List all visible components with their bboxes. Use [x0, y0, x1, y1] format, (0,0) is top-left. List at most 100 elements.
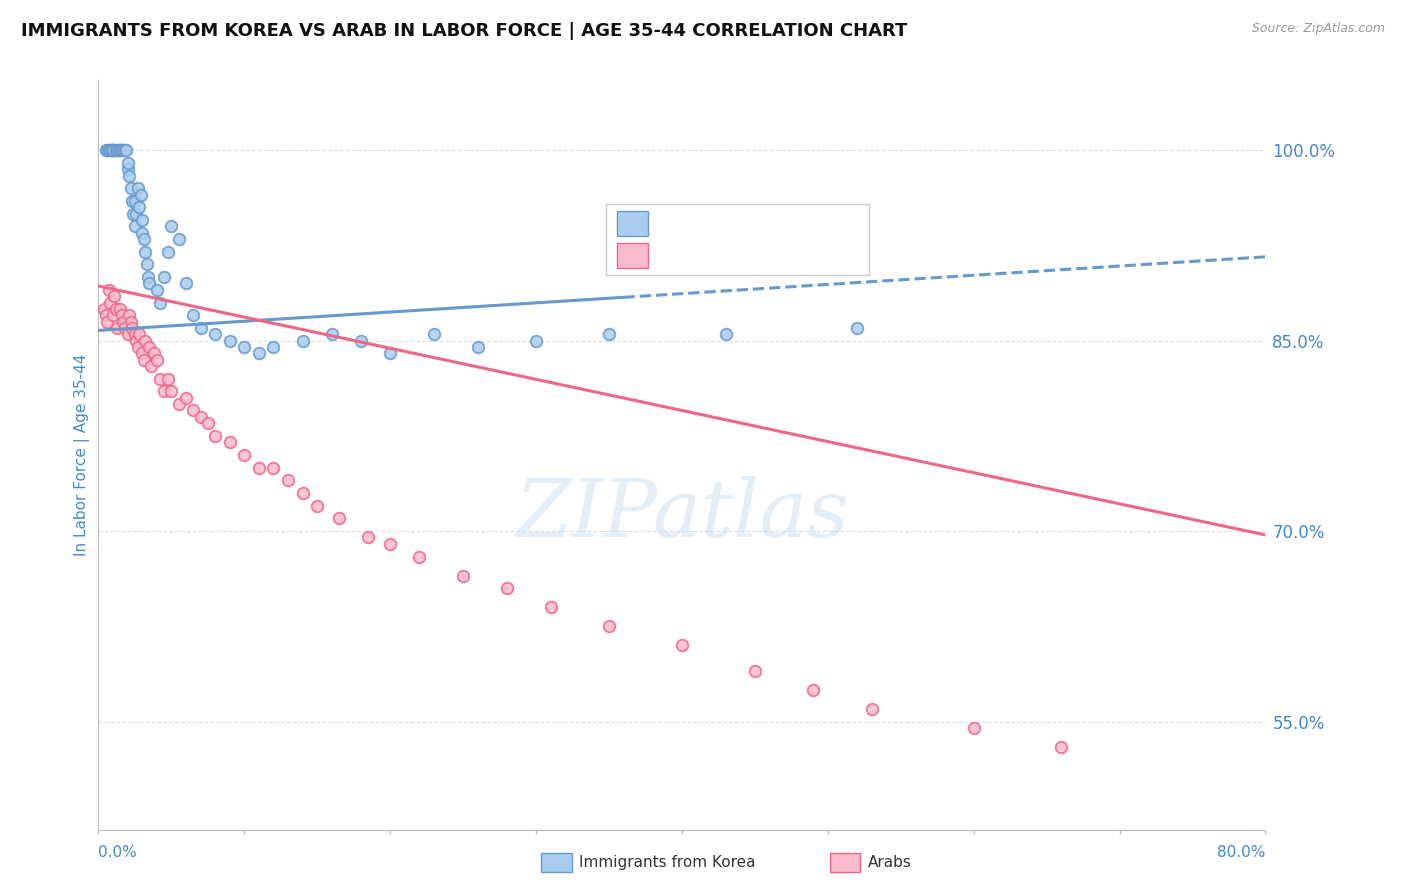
Point: [218, 334, 240, 348]
Point: [124, 219, 146, 234]
Point: [146, 283, 169, 297]
Point: [101, 143, 124, 157]
Point: [131, 226, 153, 240]
Point: [357, 531, 380, 545]
Point: [101, 143, 124, 157]
Text: 0.198: 0.198: [711, 217, 759, 231]
Point: [131, 213, 153, 227]
Text: R =: R =: [661, 248, 689, 262]
Point: [262, 460, 284, 475]
Point: [496, 581, 519, 595]
Point: [135, 257, 157, 271]
Text: Source: ZipAtlas.com: Source: ZipAtlas.com: [1251, 22, 1385, 36]
Point: [124, 327, 146, 342]
Point: [350, 334, 373, 348]
Point: [247, 346, 270, 360]
Point: [540, 600, 562, 615]
Point: [103, 289, 125, 303]
Point: [744, 664, 766, 678]
Text: Arabs: Arabs: [868, 855, 911, 870]
Text: 0.0%: 0.0%: [98, 845, 138, 860]
Point: [136, 270, 159, 285]
Point: [114, 143, 136, 157]
Point: [846, 321, 869, 335]
Text: N =: N =: [769, 217, 797, 231]
Point: [105, 321, 128, 335]
Point: [125, 206, 148, 220]
Point: [94, 143, 117, 157]
Point: [142, 346, 165, 360]
Point: [277, 473, 299, 487]
Point: [97, 283, 120, 297]
Text: 60: 60: [815, 217, 838, 231]
Point: [127, 181, 149, 195]
Text: Immigrants from Korea: Immigrants from Korea: [579, 855, 756, 870]
Point: [714, 327, 737, 342]
Point: [153, 270, 176, 285]
Point: [120, 315, 142, 329]
Point: [110, 301, 132, 316]
Y-axis label: In Labor Force | Age 35-44: In Labor Force | Age 35-44: [75, 354, 90, 556]
Point: [111, 143, 134, 157]
Point: [149, 372, 172, 386]
Point: [121, 194, 143, 208]
Point: [408, 549, 430, 564]
Point: [124, 194, 146, 208]
Text: -0.259: -0.259: [711, 248, 766, 262]
Point: [112, 143, 135, 157]
Text: IMMIGRANTS FROM KOREA VS ARAB IN LABOR FORCE | AGE 35-44 CORRELATION CHART: IMMIGRANTS FROM KOREA VS ARAB IN LABOR F…: [21, 22, 907, 40]
Point: [801, 682, 824, 697]
Text: N =: N =: [769, 248, 797, 262]
Point: [105, 143, 128, 157]
Point: [233, 448, 256, 462]
Point: [160, 219, 183, 234]
Point: [149, 295, 172, 310]
Point: [153, 384, 176, 399]
Point: [120, 181, 142, 195]
Point: [328, 511, 350, 525]
Text: 59: 59: [815, 248, 838, 262]
Point: [860, 702, 883, 716]
Point: [125, 334, 148, 348]
Point: [115, 143, 138, 157]
Point: [671, 639, 693, 653]
Point: [146, 352, 169, 367]
Point: [190, 409, 212, 424]
Point: [262, 340, 284, 354]
Point: [204, 429, 226, 443]
Point: [1050, 739, 1073, 754]
Point: [380, 537, 402, 551]
Point: [118, 308, 141, 322]
Point: [96, 315, 118, 329]
Point: [132, 232, 155, 246]
Point: [117, 327, 139, 342]
Point: [167, 397, 190, 411]
Point: [96, 143, 118, 157]
Point: [108, 143, 131, 157]
Point: [93, 301, 115, 316]
Point: [423, 327, 446, 342]
Text: 80.0%: 80.0%: [1218, 845, 1265, 860]
Point: [118, 169, 141, 183]
Point: [218, 435, 240, 450]
Point: [451, 568, 474, 582]
Point: [121, 321, 143, 335]
Point: [157, 244, 180, 259]
Point: [962, 721, 984, 735]
Point: [204, 327, 226, 342]
Point: [101, 143, 124, 157]
Point: [467, 340, 489, 354]
Point: [127, 340, 149, 354]
Point: [174, 277, 197, 291]
Point: [139, 359, 162, 373]
Point: [98, 295, 121, 310]
Text: ZIPatlas: ZIPatlas: [515, 476, 849, 554]
Point: [190, 321, 212, 335]
Point: [132, 352, 155, 367]
Point: [160, 384, 183, 399]
Point: [247, 460, 270, 475]
Point: [134, 334, 156, 348]
Point: [117, 156, 139, 170]
Point: [114, 321, 136, 335]
Point: [321, 327, 343, 342]
